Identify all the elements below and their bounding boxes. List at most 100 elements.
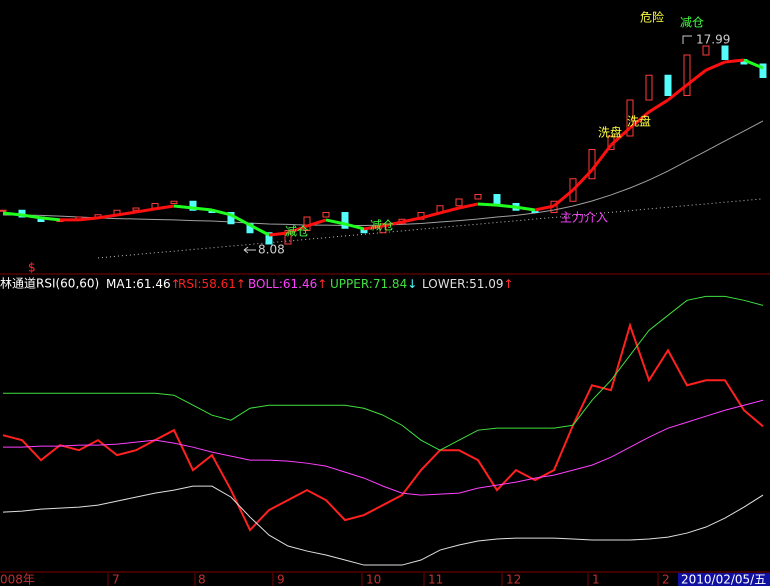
ma-segment bbox=[230, 213, 251, 227]
annotation: 洗盘 bbox=[627, 114, 651, 129]
candle bbox=[474, 194, 482, 200]
legend-label: RSI:58.61 bbox=[178, 277, 236, 291]
candle bbox=[284, 230, 292, 245]
ma-segment bbox=[325, 218, 346, 226]
ma-segment bbox=[629, 110, 650, 130]
indicator-header: 林通道RSI(60,60) MA1:61.46↑ RSI:58.61↑ BOLL… bbox=[0, 277, 514, 291]
ma-segment bbox=[116, 210, 137, 217]
ma-segment bbox=[705, 60, 726, 72]
candle bbox=[569, 178, 577, 202]
legend-arrow: ↑ bbox=[171, 277, 181, 291]
x-tick-label: 1 bbox=[592, 573, 600, 586]
indicator-title: 林通道RSI(60,60) bbox=[0, 277, 99, 291]
ma-segment bbox=[154, 204, 175, 211]
ma-segment bbox=[249, 223, 270, 237]
x-tick-label: 12 bbox=[506, 573, 521, 586]
ma-segment bbox=[382, 220, 403, 228]
legend-entry: RSI:58.61↑ bbox=[178, 277, 246, 291]
pointer bbox=[682, 35, 692, 44]
ma-segment bbox=[571, 168, 594, 192]
ma-segment bbox=[401, 216, 422, 224]
ma-segment bbox=[211, 208, 232, 217]
x-tick-label: 8 bbox=[198, 573, 206, 586]
ma-segment bbox=[724, 58, 745, 64]
ma-segment bbox=[306, 218, 327, 228]
candle bbox=[493, 194, 501, 204]
ma-segment bbox=[78, 216, 99, 222]
indicator-line bbox=[2, 485, 764, 566]
legend-arrow: ↑ bbox=[236, 277, 246, 291]
ma-segment bbox=[40, 216, 61, 222]
x-tick-label: 2 bbox=[662, 573, 670, 586]
candle bbox=[626, 99, 634, 137]
legend-entry: LOWER:51.09↑ bbox=[422, 277, 514, 291]
ma-segment bbox=[173, 204, 194, 210]
ma-segment bbox=[268, 231, 289, 237]
ma-segment bbox=[686, 68, 707, 87]
indicator-line bbox=[2, 322, 764, 532]
candle bbox=[170, 200, 178, 204]
candle bbox=[379, 223, 387, 234]
annotation: 危险 bbox=[640, 10, 664, 25]
annotation: 8.08 bbox=[258, 243, 285, 257]
legend-entry: MA1:61.46↑ bbox=[106, 277, 181, 291]
ma-segment bbox=[534, 204, 555, 212]
axis-separators bbox=[107, 573, 659, 586]
pointer bbox=[243, 246, 256, 254]
ma-segment bbox=[477, 202, 498, 207]
ma-segment bbox=[743, 58, 764, 70]
signal-marker: $ bbox=[28, 261, 36, 275]
candle bbox=[664, 74, 672, 96]
ma-segment bbox=[667, 83, 688, 102]
ma-segment bbox=[344, 222, 365, 231]
annotation: 洗盘 bbox=[598, 125, 622, 140]
price-panel: 危险 减仓 17.99 洗盘 洗盘 减仓 减仓 主力介入 8.08 bbox=[243, 10, 730, 257]
ma-segment bbox=[287, 224, 308, 235]
annotation: 17.99 bbox=[696, 33, 730, 47]
ma-segment bbox=[515, 205, 536, 212]
legend-arrow: ↓ bbox=[407, 277, 417, 291]
x-tick-label: 7 bbox=[112, 573, 120, 586]
date-box bbox=[678, 573, 770, 586]
legend-arrow: ↑ bbox=[317, 277, 327, 291]
legend-arrow: ↑ bbox=[504, 277, 514, 291]
legend-entry: BOLL:61.46↑ bbox=[248, 277, 327, 291]
candle bbox=[702, 45, 710, 56]
candle bbox=[455, 198, 463, 207]
legend-label: MA1:61.46 bbox=[106, 277, 171, 291]
candle bbox=[322, 212, 330, 218]
candle bbox=[531, 209, 539, 213]
candle bbox=[721, 45, 729, 60]
ma-segment bbox=[192, 206, 213, 212]
legend-label: LOWER:51.09 bbox=[422, 277, 504, 291]
ma-segment bbox=[648, 98, 669, 114]
x-tick-label: 10 bbox=[366, 573, 381, 586]
candle bbox=[265, 232, 273, 245]
ma-segment bbox=[97, 213, 118, 220]
axis-bar bbox=[0, 572, 770, 586]
x-tick-label: 11 bbox=[428, 573, 443, 586]
candle bbox=[341, 212, 349, 229]
ma-segment bbox=[21, 213, 42, 220]
candle bbox=[759, 63, 767, 78]
candle bbox=[645, 74, 653, 101]
annotation: 主力介入 bbox=[560, 211, 608, 225]
current-date: 2010/02/05/五 bbox=[681, 573, 766, 586]
ma-segment bbox=[458, 202, 479, 210]
annotation: 减仓 bbox=[680, 16, 704, 30]
trend-line bbox=[97, 198, 764, 259]
ma-segment bbox=[609, 126, 632, 147]
ma-segment bbox=[553, 188, 574, 208]
ma-segment bbox=[420, 211, 441, 220]
legend-label: BOLL:61.46 bbox=[248, 277, 317, 291]
ma-segment bbox=[363, 224, 384, 231]
annotation: 减仓 bbox=[285, 225, 309, 239]
legend-label: UPPER:71.84 bbox=[330, 277, 407, 291]
x-tick-label: 008年 bbox=[0, 573, 35, 586]
indicator-line bbox=[3, 399, 764, 496]
x-tick-label: 9 bbox=[277, 573, 285, 586]
candle bbox=[189, 200, 197, 211]
x-axis: 008年 7 8 9 10 11 12 1 2 2010/02/05/五 bbox=[0, 571, 770, 586]
ma-segment bbox=[2, 211, 23, 217]
